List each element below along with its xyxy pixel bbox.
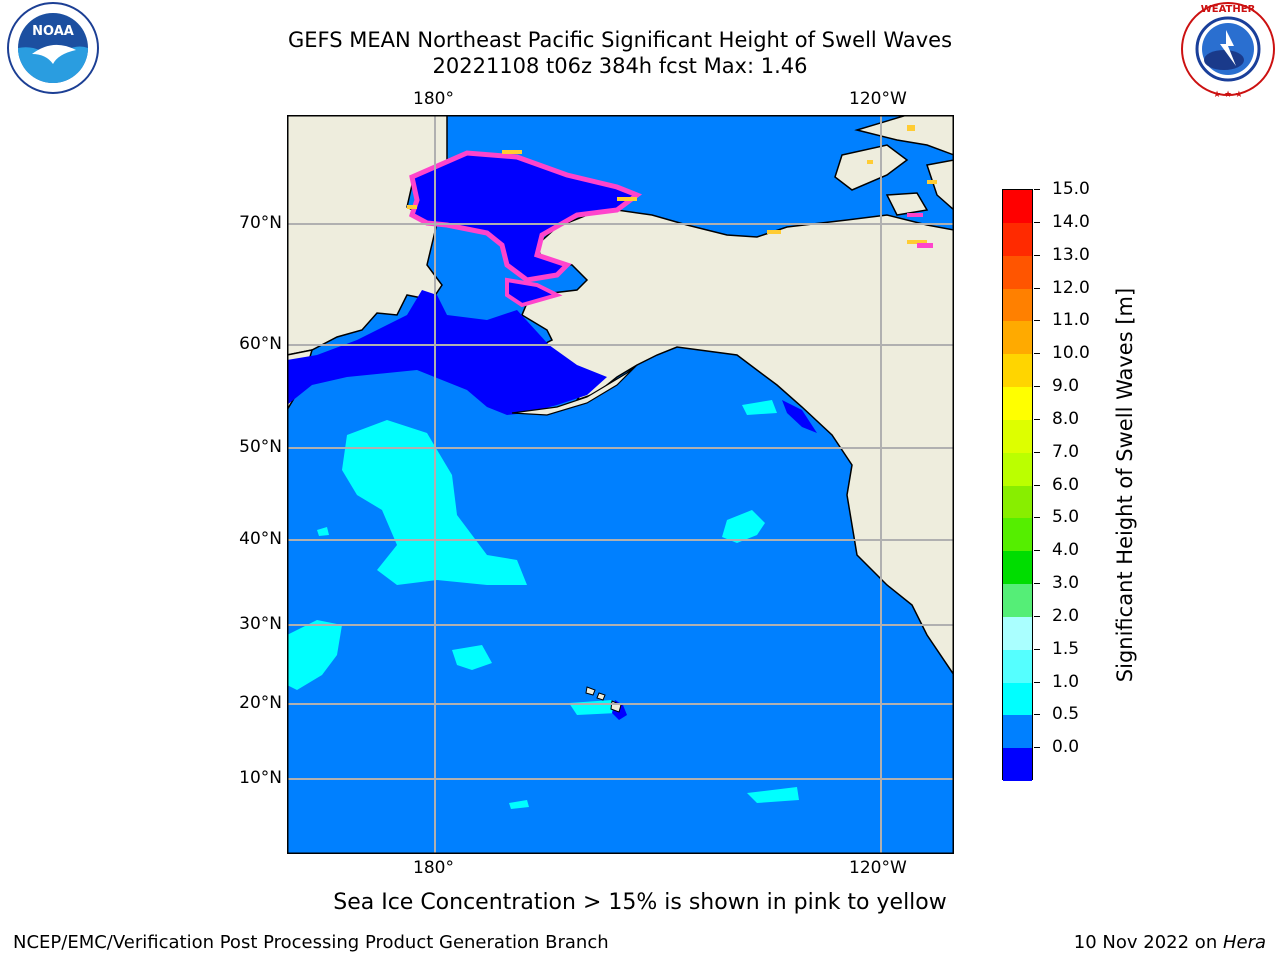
colorbar-tick-mark (1034, 616, 1040, 617)
colorbar-tick-mark (1034, 682, 1040, 683)
colorbar-tick-mark (1034, 320, 1040, 321)
colorbar-tick-mark (1034, 714, 1040, 715)
colorbar-tick-mark (1034, 222, 1040, 223)
footer-branch: NCEP/EMC/Verification Post Processing Pr… (13, 932, 609, 953)
map-panel (287, 115, 954, 854)
colorbar-tick-mark (1034, 386, 1040, 387)
colorbar-segment (1003, 354, 1032, 388)
colorbar-tick-mark (1034, 288, 1040, 289)
colorbar-tick-label: 4.0 (1052, 540, 1080, 560)
colorbar-tick-label: 5.0 (1052, 507, 1080, 527)
colorbar-segment (1003, 190, 1032, 224)
footer-date-text: 10 Nov 2022 on (1073, 932, 1223, 953)
colorbar-tick-mark (1034, 485, 1040, 486)
lat-label-40n: 40°N (239, 529, 282, 549)
colorbar-tick-mark (1034, 517, 1040, 518)
colorbar-segment (1003, 682, 1032, 716)
graticule (287, 115, 954, 854)
colorbar-tick-mark (1034, 583, 1040, 584)
colorbar-label: Significant Height of Swell Waves [m] (1113, 287, 1137, 683)
map-frame (287, 115, 954, 854)
colorbar-tick-label: 3.0 (1052, 573, 1080, 593)
top-lon-label-120w: 120°W (849, 89, 907, 109)
colorbar-tick-label: 12.0 (1052, 278, 1090, 298)
colorbar-tick-mark (1034, 550, 1040, 551)
svg-text:NOAA: NOAA (32, 24, 74, 39)
colorbar-segment (1003, 288, 1032, 322)
colorbar-tick-mark (1034, 255, 1040, 256)
lat-label-50n: 50°N (239, 437, 282, 457)
colorbar-tick-label: 0.0 (1052, 737, 1080, 757)
svg-text:WEATHER: WEATHER (1201, 4, 1256, 15)
colorbar-segment (1003, 321, 1032, 355)
colorbar-segment (1003, 649, 1032, 683)
ice-edge-marks (407, 125, 937, 244)
nws-logo: WEATHER ★ ★ ★ (1181, 2, 1275, 100)
lat-label-70n: 70°N (239, 213, 282, 233)
colorbar-segment (1003, 255, 1032, 289)
colorbar-tick-label: 13.0 (1052, 245, 1090, 265)
colorbar-tick-mark (1034, 419, 1040, 420)
footer-date: 10 Nov 2022 on Hera (1074, 932, 1266, 953)
colorbar-segment (1003, 452, 1032, 486)
colorbar-tick-mark (1034, 649, 1040, 650)
colorbar-tick-mark (1034, 353, 1040, 354)
lat-label-60n: 60°N (239, 334, 282, 354)
sea-ice-note: Sea Ice Concentration > 15% is shown in … (333, 890, 947, 915)
colorbar-tick-label: 7.0 (1052, 442, 1080, 462)
colorbar-segment (1003, 584, 1032, 618)
lat-label-20n: 20°N (239, 693, 282, 713)
colorbar-segment (1003, 616, 1032, 651)
colorbar-tick-label: 2.0 (1052, 606, 1080, 626)
colorbar-tick-label: 1.0 (1052, 672, 1080, 692)
colorbar-tick-label: 15.0 (1052, 179, 1090, 199)
colorbar-tick-label: 6.0 (1052, 475, 1080, 495)
colorbar-tick-label: 1.5 (1052, 639, 1080, 659)
colorbar-tick-label: 0.5 (1052, 704, 1080, 724)
top-lon-label-180: 180° (413, 89, 454, 109)
colorbar-tick-label: 9.0 (1052, 376, 1080, 396)
colorbar-segment (1003, 551, 1032, 585)
title-line-2: 20221108 t06z 384h fcst Max: 1.46 (432, 54, 808, 78)
colorbar-tick-label: 10.0 (1052, 343, 1090, 363)
colorbar-label-box: Significant Height of Swell Waves [m] (1095, 285, 1155, 685)
footer-host: Hera (1222, 932, 1266, 953)
colorbar-tick-label: 11.0 (1052, 310, 1090, 330)
lat-label-30n: 30°N (239, 614, 282, 634)
colorbar-tick-label: 8.0 (1052, 409, 1080, 429)
bottom-lon-label-120w: 120°W (849, 858, 907, 878)
colorbar-tick-mark (1034, 189, 1040, 190)
colorbar-segment (1003, 419, 1032, 454)
colorbar-segment (1003, 518, 1032, 552)
colorbar-segment (1003, 222, 1032, 257)
colorbar-tick-label: 14.0 (1052, 212, 1090, 232)
colorbar-segment (1003, 387, 1032, 421)
colorbar-segment (1003, 748, 1032, 782)
title-line-1: GEFS MEAN Northeast Pacific Significant … (287, 28, 953, 52)
svg-text:★ ★ ★: ★ ★ ★ (1213, 90, 1243, 100)
colorbar-segment (1003, 485, 1032, 519)
colorbar-tick-mark (1034, 747, 1040, 748)
lat-label-10n: 10°N (239, 768, 282, 788)
bering-sea-dark (287, 290, 607, 415)
noaa-logo: NOAA (7, 2, 99, 94)
colorbar-tick-mark (1034, 452, 1040, 453)
colorbar (1002, 189, 1033, 782)
colorbar-segment (1003, 715, 1032, 749)
bottom-lon-label-180: 180° (413, 858, 454, 878)
